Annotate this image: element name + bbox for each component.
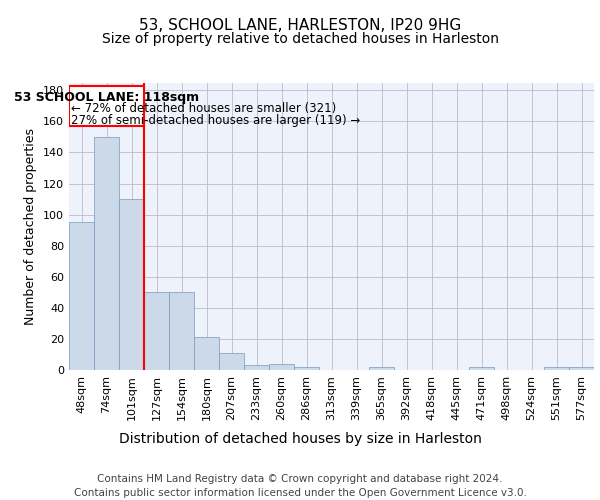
Bar [244, 366, 269, 370]
Bar [69, 222, 94, 370]
Y-axis label: Number of detached properties: Number of detached properties [25, 128, 37, 325]
Text: 53 SCHOOL LANE: 118sqm: 53 SCHOOL LANE: 118sqm [14, 91, 199, 104]
Text: 27% of semi-detached houses are larger (119) →: 27% of semi-detached houses are larger (… [71, 114, 360, 128]
Bar [269, 364, 294, 370]
Bar [194, 338, 219, 370]
Bar [119, 199, 144, 370]
Bar [69, 86, 144, 126]
Text: ← 72% of detached houses are smaller (321): ← 72% of detached houses are smaller (32… [71, 102, 336, 115]
Bar [169, 292, 194, 370]
Bar [144, 292, 169, 370]
Bar [94, 137, 119, 370]
Bar [569, 367, 594, 370]
Text: Contains HM Land Registry data © Crown copyright and database right 2024.
Contai: Contains HM Land Registry data © Crown c… [74, 474, 526, 498]
Bar [469, 367, 494, 370]
Bar [219, 353, 244, 370]
Text: Size of property relative to detached houses in Harleston: Size of property relative to detached ho… [101, 32, 499, 46]
Bar [369, 367, 394, 370]
Bar [544, 367, 569, 370]
Bar [294, 367, 319, 370]
Text: Distribution of detached houses by size in Harleston: Distribution of detached houses by size … [119, 432, 481, 446]
Text: 53, SCHOOL LANE, HARLESTON, IP20 9HG: 53, SCHOOL LANE, HARLESTON, IP20 9HG [139, 18, 461, 32]
